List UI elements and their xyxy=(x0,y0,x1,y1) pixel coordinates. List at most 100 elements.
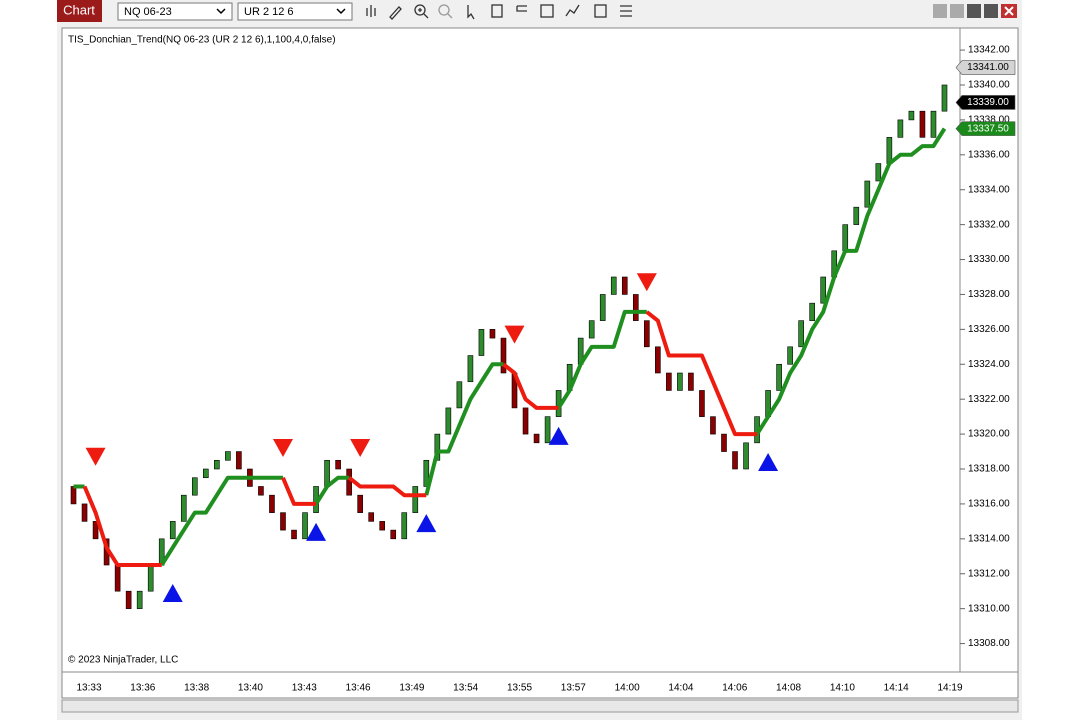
price-bar xyxy=(544,416,551,444)
sell-signal xyxy=(504,325,525,344)
instrument-label: NQ 06-23 xyxy=(124,6,172,18)
x-tick-label: 14:19 xyxy=(937,683,962,694)
price-bar xyxy=(666,372,672,391)
y-tick-label: 13312.00 xyxy=(968,568,1010,579)
price-bar xyxy=(533,433,540,444)
x-tick-label: 13:57 xyxy=(561,683,586,694)
price-bar xyxy=(445,407,452,435)
price-bar xyxy=(258,486,264,496)
price-marker xyxy=(955,95,1016,110)
x-tick-label: 13:36 xyxy=(130,683,155,694)
y-tick-label: 13328.00 xyxy=(968,289,1010,300)
y-tick-label: 13318.00 xyxy=(968,464,1010,475)
price-bar xyxy=(919,110,926,138)
y-tick-label: 13338.00 xyxy=(968,115,1010,126)
price-bar xyxy=(688,372,694,391)
price-bar xyxy=(434,433,441,461)
price-bar xyxy=(302,512,308,540)
price-bar xyxy=(169,521,176,540)
chart-tab[interactable] xyxy=(57,0,102,22)
chart-tab-label: Chart xyxy=(63,2,95,17)
price-bar xyxy=(908,110,915,121)
price-bar xyxy=(842,224,849,252)
x-tick-label: 13:38 xyxy=(184,683,209,694)
price-bar xyxy=(875,163,882,182)
price-bar xyxy=(864,180,871,208)
buy-signal xyxy=(548,426,569,445)
price-bar xyxy=(941,84,948,112)
y-tick-label: 13308.00 xyxy=(968,638,1010,649)
price-bar xyxy=(92,521,99,540)
y-tick-label: 13314.00 xyxy=(968,533,1010,544)
buy-signal xyxy=(306,522,327,541)
price-bar xyxy=(225,451,231,461)
x-tick-label: 13:55 xyxy=(507,683,532,694)
price-bar xyxy=(930,110,937,138)
price-bar xyxy=(644,320,650,348)
price-bar xyxy=(236,451,242,470)
price-bar xyxy=(114,564,121,592)
window-buttons[interactable] xyxy=(933,4,1017,18)
price-bar xyxy=(456,381,463,409)
y-tick-label: 13322.00 xyxy=(968,394,1010,405)
price-bar xyxy=(401,512,408,540)
plot-area xyxy=(61,27,961,673)
price-bar xyxy=(489,329,496,339)
y-tick-label: 13336.00 xyxy=(968,149,1010,160)
price-marker xyxy=(955,60,1016,75)
price-bar xyxy=(191,477,198,496)
price-bar xyxy=(70,486,77,505)
buy-signal xyxy=(416,514,437,533)
instrument-select[interactable] xyxy=(117,2,233,21)
toolbar-icons[interactable] xyxy=(366,4,632,20)
price-bar xyxy=(621,276,628,295)
y-tick-label: 13316.00 xyxy=(968,499,1010,510)
x-tick-label: 13:49 xyxy=(399,683,424,694)
price-bar xyxy=(710,416,716,435)
price-bar xyxy=(776,363,782,391)
price-bar xyxy=(522,407,529,435)
price-bar xyxy=(500,337,507,374)
x-tick-label: 14:14 xyxy=(884,683,909,694)
price-bar xyxy=(147,564,154,592)
y-tick-label: 13340.00 xyxy=(968,80,1010,91)
y-tick-label: 13332.00 xyxy=(968,219,1010,230)
price-bar xyxy=(357,494,363,513)
price-marker-label: 13337.50 xyxy=(967,123,1009,134)
x-tick-label: 13:33 xyxy=(76,683,101,694)
y-tick-label: 13310.00 xyxy=(968,603,1010,614)
price-bar xyxy=(269,494,275,513)
y-tick-label: 13342.00 xyxy=(968,45,1010,56)
price-bar xyxy=(743,442,749,470)
price-marker xyxy=(955,121,1016,136)
scrollbar[interactable] xyxy=(61,699,1019,713)
price-bar xyxy=(655,346,661,374)
y-tick-label: 13320.00 xyxy=(968,429,1010,440)
price-bar xyxy=(478,329,485,356)
price-bar xyxy=(632,294,639,321)
y-tick-label: 13334.00 xyxy=(968,184,1010,195)
price-bar xyxy=(280,512,286,531)
price-bar xyxy=(467,355,474,383)
price-bar xyxy=(809,302,815,321)
price-bar xyxy=(335,459,341,470)
price-bar xyxy=(379,521,386,531)
time-axis xyxy=(61,671,1019,699)
x-tick-label: 14:10 xyxy=(830,683,855,694)
price-bar xyxy=(368,512,374,522)
indicator-label: TIS_Donchian_Trend(NQ 06-23 (UR 2 12 6),… xyxy=(68,35,336,46)
sell-signal xyxy=(636,273,657,292)
y-tick-label: 13326.00 xyxy=(968,324,1010,335)
price-bar xyxy=(412,486,419,513)
price-bar xyxy=(81,503,88,522)
price-bar xyxy=(390,529,397,540)
bar-type-select[interactable] xyxy=(237,2,353,21)
y-tick-label: 13330.00 xyxy=(968,254,1010,265)
price-bar xyxy=(203,468,209,479)
price-bar xyxy=(721,433,727,452)
x-tick-label: 13:54 xyxy=(453,683,478,694)
price-marker-label: 13341.00 xyxy=(967,62,1009,73)
price-bar xyxy=(588,320,595,339)
x-tick-label: 13:46 xyxy=(346,683,371,694)
